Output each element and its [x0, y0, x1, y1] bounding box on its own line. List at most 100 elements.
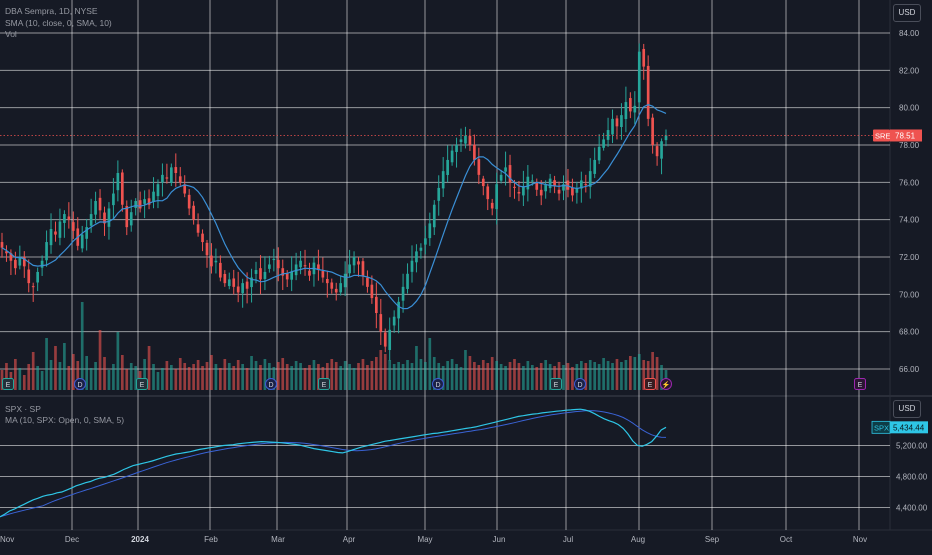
candle-body — [14, 259, 17, 269]
candle-body — [125, 206, 129, 228]
currency-button[interactable]: USD — [893, 4, 921, 22]
candle-body — [455, 145, 458, 152]
volume-bar — [388, 360, 392, 390]
volume-bar — [383, 354, 387, 390]
event-badge-earnings-upcoming[interactable]: E — [854, 378, 866, 390]
candle-body — [134, 201, 138, 208]
badge-label: D — [577, 382, 582, 389]
price-tick-label: 80.00 — [899, 104, 920, 113]
candle-body — [205, 242, 209, 256]
candle-body — [40, 260, 44, 268]
time-axis-label: Jun — [493, 535, 506, 544]
event-badge-earnings[interactable]: E — [318, 378, 330, 390]
volume-bar — [490, 357, 494, 390]
volume-bar — [312, 360, 316, 390]
volume-bar — [254, 361, 258, 390]
badge-label: E — [140, 382, 145, 389]
candle-body — [147, 198, 151, 205]
volume-bar — [633, 357, 637, 390]
volume-bar — [548, 364, 552, 390]
event-badge-dividend[interactable]: D — [432, 378, 444, 390]
volume-group — [0, 302, 668, 390]
lower-currency-button[interactable]: USD — [893, 400, 921, 418]
volume-bar — [236, 360, 240, 390]
volume-bar — [71, 354, 75, 390]
volume-bar — [192, 364, 195, 390]
candle-body — [392, 316, 396, 326]
volume-legend[interactable]: Vol — [5, 29, 17, 39]
candle-body — [31, 286, 35, 288]
volume-bar — [530, 365, 534, 390]
volume-bar — [571, 367, 574, 390]
volume-bar — [410, 363, 414, 390]
badge-label: D — [435, 382, 440, 389]
volume-bar — [205, 362, 209, 390]
candle-body — [9, 253, 13, 261]
volume-bar — [129, 363, 133, 390]
candle-body — [379, 314, 383, 332]
volume-bar — [36, 366, 39, 390]
volume-bar — [660, 365, 663, 390]
candle-body — [187, 194, 191, 209]
volume-bar — [308, 365, 311, 390]
volume-bar — [441, 366, 445, 390]
main-legend-title[interactable]: DBA Sempra, 1D, NYSE — [5, 6, 98, 16]
volume-bar — [513, 359, 516, 390]
candle-body — [410, 260, 414, 272]
volume-bar — [187, 367, 191, 390]
sma-legend[interactable]: SMA (10, close, 0, SMA, 10) — [5, 18, 112, 28]
candle-body — [495, 184, 498, 210]
volume-bar — [27, 364, 31, 390]
candle-body — [544, 184, 548, 192]
event-badge-dividend[interactable]: D — [265, 378, 277, 390]
candle-body — [655, 146, 659, 157]
volume-bar — [276, 362, 280, 390]
event-badge-dividend[interactable]: D — [574, 378, 586, 390]
volume-bar — [606, 361, 610, 390]
volume-bar — [611, 363, 614, 390]
volume-bar — [178, 358, 182, 390]
volume-bar — [473, 362, 476, 390]
event-badge-split[interactable]: ⚡ — [660, 378, 672, 390]
candle-body — [637, 51, 641, 103]
badge-label: D — [268, 382, 273, 389]
candle-body — [98, 197, 102, 211]
candle-body — [593, 159, 597, 174]
volume-bar — [107, 370, 111, 390]
volume-bar — [63, 343, 66, 390]
candle-body — [348, 264, 351, 274]
candle-body — [272, 258, 276, 261]
event-badge-earnings[interactable]: E — [644, 378, 656, 390]
volume-bar — [183, 363, 187, 390]
volume-bar — [196, 360, 200, 390]
candle-body — [526, 176, 530, 190]
volume-bar — [201, 366, 204, 390]
candle-body — [58, 221, 62, 238]
volume-bar — [544, 360, 548, 390]
event-badge-earnings[interactable]: E — [136, 378, 148, 390]
volume-bar — [89, 368, 93, 390]
price-tick-label: 78.00 — [899, 141, 920, 150]
volume-bar — [406, 360, 409, 390]
candle-body — [522, 186, 525, 196]
volume-bar — [18, 368, 22, 390]
volume-bar — [161, 368, 164, 390]
price-tick-label: 72.00 — [899, 253, 920, 262]
candle-body — [67, 216, 71, 220]
volume-bar — [646, 361, 650, 390]
candle-body — [508, 165, 512, 183]
spx-ma-legend[interactable]: MA (10, SPX: Open, 0, SMA, 5) — [5, 415, 125, 425]
event-badge-dividend[interactable]: D — [74, 378, 86, 390]
candle-body — [285, 273, 289, 280]
badge-shape — [74, 378, 86, 390]
spx-legend-title[interactable]: SPX · SP — [5, 404, 41, 414]
volume-bar — [459, 367, 463, 390]
volume-bar — [437, 363, 441, 390]
candle-body — [299, 260, 302, 268]
volume-bar — [227, 363, 231, 390]
volume-bar — [651, 352, 654, 390]
event-badge-earnings[interactable]: E — [2, 378, 14, 390]
candle-body — [116, 173, 120, 191]
event-badge-earnings[interactable]: E — [550, 378, 562, 390]
